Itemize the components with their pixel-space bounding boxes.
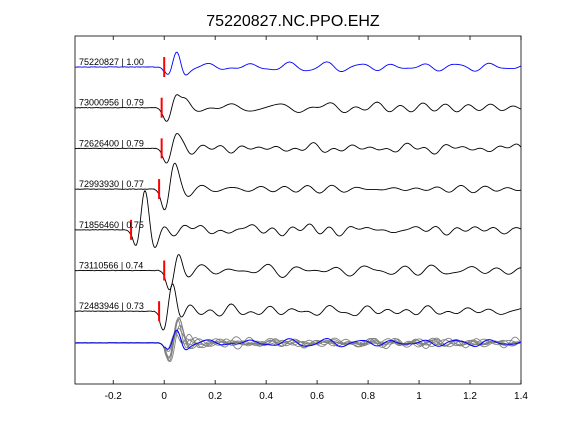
- x-tick-label: 1.2: [463, 391, 477, 402]
- waveform-traces: 75220827 | 1.00 73000956 | 0.79 72626400 |…: [74, 51, 522, 331]
- trace-label: 72626400 | 0.79: [79, 138, 144, 148]
- trace-label: 73110566 | 0.74: [79, 261, 143, 271]
- overlay-stack: [74, 316, 522, 363]
- trace-waveform: [74, 253, 522, 291]
- trace-label: 72993930 | 0.77: [79, 179, 144, 189]
- stack-trace: [74, 318, 522, 360]
- x-tick-label: 1.4: [514, 391, 528, 402]
- trace-waveform: [74, 283, 522, 331]
- x-tick-label: 0: [161, 391, 167, 402]
- trace-label: 75220827 | 1.00: [79, 57, 144, 67]
- x-tick-label: 1: [416, 391, 422, 402]
- x-tick-label: 0.6: [310, 391, 324, 402]
- x-tick-label: -0.2: [105, 391, 123, 402]
- trace-waveform: [74, 133, 522, 164]
- plot-axes-box: [74, 35, 522, 385]
- x-tick-label: 0.2: [208, 391, 222, 402]
- chart-title: 75220827.NC.PPO.EHZ: [206, 13, 380, 30]
- x-tick-label: 0.8: [361, 391, 375, 402]
- trace-waveform: [74, 94, 522, 122]
- trace-waveform: [74, 189, 522, 249]
- trace-waveform: [75, 51, 522, 76]
- trace-label: 71856460 | 0.75: [79, 220, 144, 230]
- x-tick-label: 0.4: [259, 391, 273, 402]
- trace-label: 73000956 | 0.79: [79, 98, 144, 108]
- x-axis: -0.2 0 0.2 0.4 0.6 0.8 1 1.2 1.4: [105, 36, 528, 402]
- trace-waveform: [74, 162, 522, 211]
- stack-trace: [74, 316, 522, 358]
- trace-label: 72483946 | 0.73: [79, 301, 144, 311]
- stack-master-trace: [75, 329, 522, 351]
